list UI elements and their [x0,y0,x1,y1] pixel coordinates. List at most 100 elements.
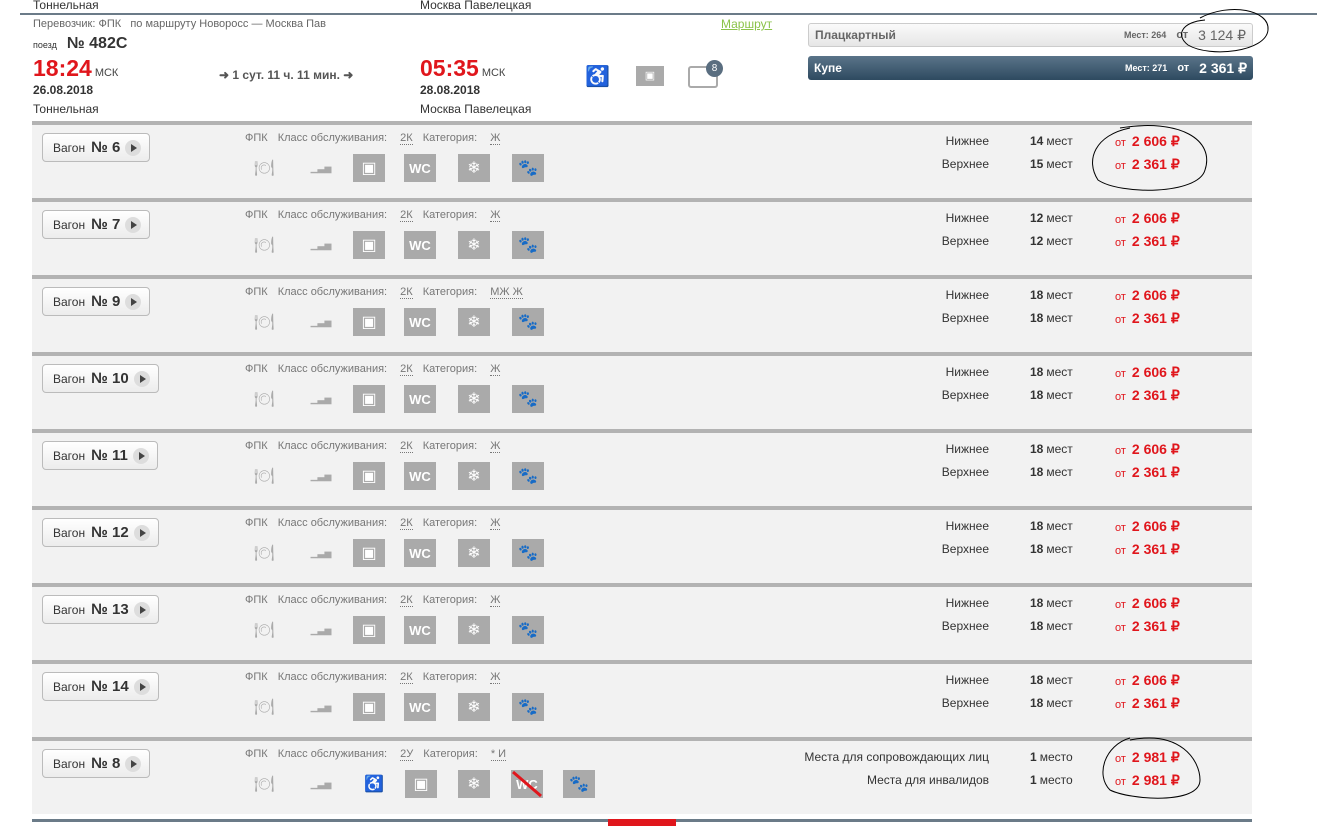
wc-icon: WC [404,462,436,490]
category-link[interactable]: Ж [490,440,501,453]
food-icon: 🍽 [253,314,275,331]
seat-price[interactable]: от 2 361 ₽ [1115,233,1180,249]
wc-icon: WC [404,385,436,413]
seat-type: Нижнее [945,211,989,225]
seat-price[interactable]: от 2 606 ₽ [1115,518,1180,534]
arrow-right-icon: ➜ [343,68,354,82]
play-arrow-icon [125,139,142,156]
snowflake-icon: ❄ [458,693,490,721]
play-arrow-icon [133,370,150,387]
snowflake-icon: ❄ [458,770,490,798]
class-tab-kupe[interactable]: Купе Мест: 271 от 2 361 ₽ [808,56,1253,80]
category-link[interactable]: Ж [490,671,501,684]
route-link[interactable]: Маршрут [721,17,773,31]
category-link[interactable]: Ж [490,209,501,222]
bag-icon: ▣ [636,66,664,86]
chart-icon: ▁▃▅ [310,624,332,635]
service-class-link[interactable]: 2К [400,209,413,222]
wagon-meta: ФПК Класс обслуживания: 2К Категория: Ж [245,671,501,684]
wagon-meta: ФПК Класс обслуживания: 2У Категория: * И [245,748,507,761]
food-icon: 🍽 [253,160,275,177]
pet-icon: 🐾 [512,154,544,182]
wagon-button[interactable]: Вагон № 10 [42,364,159,393]
wagon-button[interactable]: Вагон № 13 [42,595,159,624]
seat-price[interactable]: от 2 981 ₽ [1115,749,1180,765]
wagon-meta: ФПК Класс обслуживания: 2К Категория: МЖ Ж [245,286,523,299]
pet-icon: 🐾 [512,462,544,490]
seat-type: Верхнее [941,388,989,402]
wagon-button[interactable]: Вагон № 11 [42,441,158,470]
food-icon: 🍽 [253,237,275,254]
luggage-count-badge: 8 [706,60,723,77]
service-class-link[interactable]: 2У [400,748,414,761]
wagon-row: Вагон № 11 ФПК Класс обслуживания: 2К Катег… [32,429,1252,506]
arrow-right-icon: ➜ [219,68,230,82]
scroll-up-tab[interactable] [608,819,676,826]
category-link[interactable]: Ж [490,132,501,145]
wagon-row: Вагон № 8 ФПК Класс обслуживания: 2У Катего… [32,737,1252,814]
seat-price[interactable]: от 2 981 ₽ [1115,772,1180,788]
service-class-link[interactable]: 2К [400,440,413,453]
seat-price[interactable]: от 2 361 ₽ [1115,310,1180,326]
seat-type: Верхнее [941,696,989,710]
seat-price[interactable]: от 2 361 ₽ [1115,156,1180,172]
wc-icon: WC [404,539,436,567]
seat-price[interactable]: от 2 606 ₽ [1115,595,1180,611]
category-link[interactable]: МЖ Ж [490,286,523,299]
food-icon: 🍽 [253,391,275,408]
category-link[interactable]: Ж [490,363,501,376]
seat-price[interactable]: от 2 606 ₽ [1115,133,1180,149]
arrival-date: 28.08.2018 [420,83,481,97]
class-tab-platskart[interactable]: Плацкартный Мест: 264 от 3 124 ₽ [808,23,1253,47]
snowflake-icon: ❄ [458,385,490,413]
wagon-button[interactable]: Вагон № 14 [42,672,159,701]
seat-count: 18 мест [1030,542,1073,556]
seat-price[interactable]: от 2 606 ₽ [1115,672,1180,688]
seat-type: Нижнее [945,596,989,610]
service-class-link[interactable]: 2К [400,286,413,299]
category-link[interactable]: * И [490,748,507,761]
seat-price[interactable]: от 2 361 ₽ [1115,541,1180,557]
wagon-meta: ФПК Класс обслуживания: 2К Категория: Ж [245,209,501,222]
seat-type: Нижнее [945,288,989,302]
food-icon: 🍽 [253,699,275,716]
service-class-link[interactable]: 2К [400,363,413,376]
seat-price[interactable]: от 2 361 ₽ [1115,464,1180,480]
wc-icon: WC [404,693,436,721]
pet-icon: 🐾 [563,770,595,798]
service-class-link[interactable]: 2К [400,132,413,145]
wagon-button[interactable]: Вагон № 12 [42,518,159,547]
seat-price[interactable]: от 2 606 ₽ [1115,364,1180,380]
pet-icon: 🐾 [512,616,544,644]
wagon-button[interactable]: Вагон № 8 [42,749,151,778]
category-link[interactable]: Ж [490,594,501,607]
bag-icon: ▣ [353,154,385,182]
wc-icon: WC [404,308,436,336]
service-class-link[interactable]: 2К [400,594,413,607]
seat-count: 12 мест [1030,234,1073,248]
wc-icon: WC [404,616,436,644]
seat-type: Нижнее [945,442,989,456]
service-class-link[interactable]: 2К [400,517,413,530]
bag-icon: ▣ [405,770,437,798]
play-arrow-icon [125,216,142,233]
snowflake-icon: ❄ [458,616,490,644]
arrival-station: Москва Павелецкая [420,102,532,116]
chart-icon: ▁▃▅ [310,239,332,250]
wagon-button[interactable]: Вагон № 6 [42,133,151,162]
category-link[interactable]: Ж [490,517,501,530]
seat-price[interactable]: от 2 606 ₽ [1115,210,1180,226]
seat-price[interactable]: от 2 361 ₽ [1115,618,1180,634]
food-icon: 🍽 [253,776,275,793]
seat-price[interactable]: от 2 606 ₽ [1115,287,1180,303]
wagon-button[interactable]: Вагон № 9 [42,287,151,316]
seat-price[interactable]: от 2 361 ₽ [1115,695,1180,711]
wagon-meta: ФПК Класс обслуживания: 2К Категория: Ж [245,363,501,376]
wagon-button[interactable]: Вагон № 7 [42,210,151,239]
seat-price[interactable]: от 2 361 ₽ [1115,387,1180,403]
service-class-link[interactable]: 2К [400,671,413,684]
seat-price[interactable]: от 2 606 ₽ [1115,441,1180,457]
seat-type: Места для инвалидов [866,773,989,787]
duration: ➜ 1 сут. 11 ч. 11 мин. ➜ [219,68,354,82]
snowflake-icon: ❄ [458,154,490,182]
